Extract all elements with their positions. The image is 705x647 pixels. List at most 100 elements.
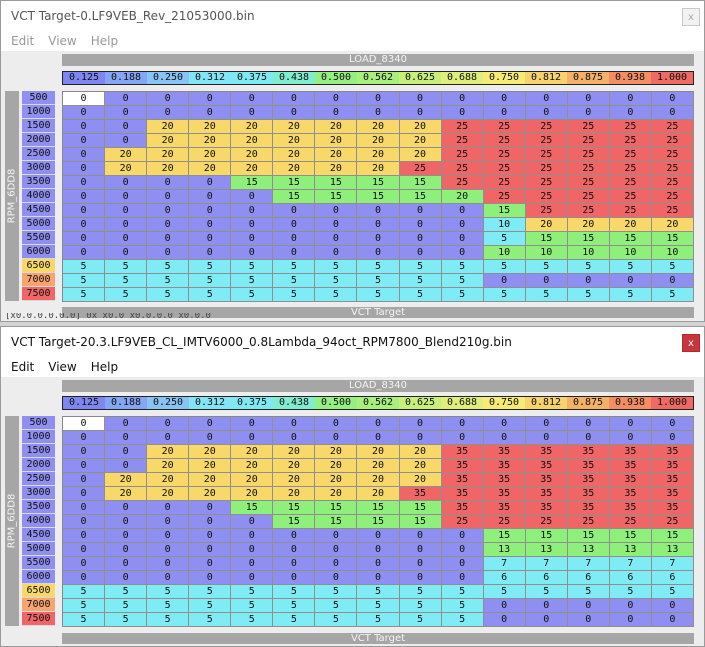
table-cell[interactable]: 5 [399, 585, 442, 599]
table-cell[interactable]: 0 [105, 501, 148, 515]
close-button[interactable]: x [682, 8, 700, 26]
table-cell[interactable]: 5 [315, 599, 358, 613]
table-cell[interactable]: 25 [567, 515, 610, 529]
table-cell[interactable]: 20 [231, 120, 274, 134]
table-cell[interactable]: 35 [609, 445, 652, 459]
table-cell[interactable]: 5 [63, 585, 106, 599]
table-cell[interactable]: 0 [147, 501, 190, 515]
table-cell[interactable]: 0 [525, 106, 568, 120]
table-cell[interactable]: 0 [567, 92, 610, 106]
table-cell[interactable]: 5 [483, 585, 526, 599]
table-cell[interactable]: 0 [273, 232, 316, 246]
table-cell[interactable]: 0 [105, 218, 148, 232]
table-cell[interactable]: 0 [189, 106, 232, 120]
table-cell[interactable]: 0 [63, 501, 106, 515]
table-cell[interactable]: 0 [441, 417, 484, 431]
table-cell[interactable]: 5 [483, 288, 526, 302]
table-cell[interactable]: 5 [105, 274, 148, 288]
table-cell[interactable]: 0 [147, 204, 190, 218]
table-cell[interactable]: 25 [525, 176, 568, 190]
table-cell[interactable]: 6 [525, 571, 568, 585]
table-cell[interactable]: 25 [441, 515, 484, 529]
table-cell[interactable]: 6 [483, 571, 526, 585]
table-cell[interactable]: 15 [399, 515, 442, 529]
table-cell[interactable]: 0 [273, 571, 316, 585]
table-cell[interactable]: 0 [105, 431, 148, 445]
table-cell[interactable]: 0 [273, 557, 316, 571]
table-cell[interactable]: 25 [483, 162, 526, 176]
table-cell[interactable]: 0 [63, 204, 106, 218]
table-cell[interactable]: 5 [567, 585, 610, 599]
table-cell[interactable]: 20 [147, 459, 190, 473]
table-cell[interactable]: 5 [315, 260, 358, 274]
table-cell[interactable]: 35 [441, 473, 484, 487]
table-cell[interactable]: 25 [609, 134, 652, 148]
table-cell[interactable]: 5 [651, 288, 694, 302]
table-cell[interactable]: 0 [273, 417, 316, 431]
table-cell[interactable]: 5 [189, 613, 232, 627]
table-cell[interactable]: 20 [399, 473, 442, 487]
table-cell[interactable]: 0 [147, 571, 190, 585]
table-cell[interactable]: 0 [147, 190, 190, 204]
table-cell[interactable]: 15 [315, 501, 358, 515]
table-cell[interactable]: 5 [441, 274, 484, 288]
menu-edit[interactable]: Edit [11, 34, 35, 48]
table-cell[interactable]: 20 [231, 134, 274, 148]
table-cell[interactable]: 5 [231, 288, 274, 302]
table-cell[interactable]: 0 [441, 218, 484, 232]
table-cell[interactable]: 0 [357, 232, 400, 246]
table-cell[interactable]: 25 [525, 190, 568, 204]
table-cell[interactable]: 0 [357, 246, 400, 260]
table-cell[interactable]: 25 [651, 134, 694, 148]
table-cell[interactable]: 0 [105, 134, 148, 148]
table-cell[interactable]: 0 [315, 431, 358, 445]
table-cell[interactable]: 15 [231, 501, 274, 515]
table-cell[interactable]: 0 [441, 543, 484, 557]
table-cell[interactable]: 35 [567, 501, 610, 515]
table-cell[interactable]: 25 [567, 204, 610, 218]
table-cell[interactable]: 0 [231, 204, 274, 218]
table-cell[interactable]: 0 [105, 529, 148, 543]
table-cell[interactable]: 20 [231, 445, 274, 459]
table-cell[interactable]: 20 [147, 148, 190, 162]
table-cell[interactable]: 35 [567, 473, 610, 487]
table-cell[interactable]: 20 [315, 148, 358, 162]
table-cell[interactable]: 20 [357, 120, 400, 134]
table-cell[interactable]: 20 [105, 162, 148, 176]
table-cell[interactable]: 0 [63, 148, 106, 162]
table-cell[interactable]: 5 [399, 288, 442, 302]
table-cell[interactable]: 5 [399, 260, 442, 274]
table-cell[interactable]: 25 [441, 134, 484, 148]
table-cell[interactable]: 20 [147, 445, 190, 459]
table-cell[interactable]: 5 [63, 613, 106, 627]
table-cell[interactable]: 5 [147, 599, 190, 613]
table-cell[interactable]: 15 [525, 529, 568, 543]
table-cell[interactable]: 0 [441, 529, 484, 543]
title-bar[interactable]: VCT Target-0.LF9VEB_Rev_21053000.bin x [1, 1, 704, 31]
table-cell[interactable]: 5 [147, 260, 190, 274]
table-cell[interactable]: 0 [273, 92, 316, 106]
table-cell[interactable]: 0 [63, 176, 106, 190]
table-cell[interactable]: 20 [231, 459, 274, 473]
table-cell[interactable]: 0 [315, 232, 358, 246]
table-cell[interactable]: 0 [483, 613, 526, 627]
table-cell[interactable]: 0 [231, 246, 274, 260]
table-cell[interactable]: 0 [441, 431, 484, 445]
table-cell[interactable]: 0 [147, 92, 190, 106]
table-cell[interactable]: 20 [315, 445, 358, 459]
table-cell[interactable]: 0 [609, 92, 652, 106]
data-grid[interactable]: 0 0 0 0 0 0 0 0 0 0 0 0 0 0 0 0 0 0 0 0 0 0 0 0 0 0 0 0 0 0 0 0 20 20 20 20… [62, 91, 694, 302]
table-cell[interactable]: 5 [105, 613, 148, 627]
table-cell[interactable]: 13 [609, 543, 652, 557]
table-cell[interactable]: 0 [63, 487, 106, 501]
table-cell[interactable]: 20 [357, 162, 400, 176]
table-cell[interactable]: 25 [441, 162, 484, 176]
table-cell[interactable]: 0 [273, 246, 316, 260]
table-cell[interactable]: 0 [357, 106, 400, 120]
table-cell[interactable]: 25 [609, 176, 652, 190]
table-cell[interactable]: 0 [105, 557, 148, 571]
table-cell[interactable]: 0 [147, 246, 190, 260]
table-cell[interactable]: 0 [63, 120, 106, 134]
table-cell[interactable]: 20 [147, 120, 190, 134]
table-cell[interactable]: 20 [567, 218, 610, 232]
